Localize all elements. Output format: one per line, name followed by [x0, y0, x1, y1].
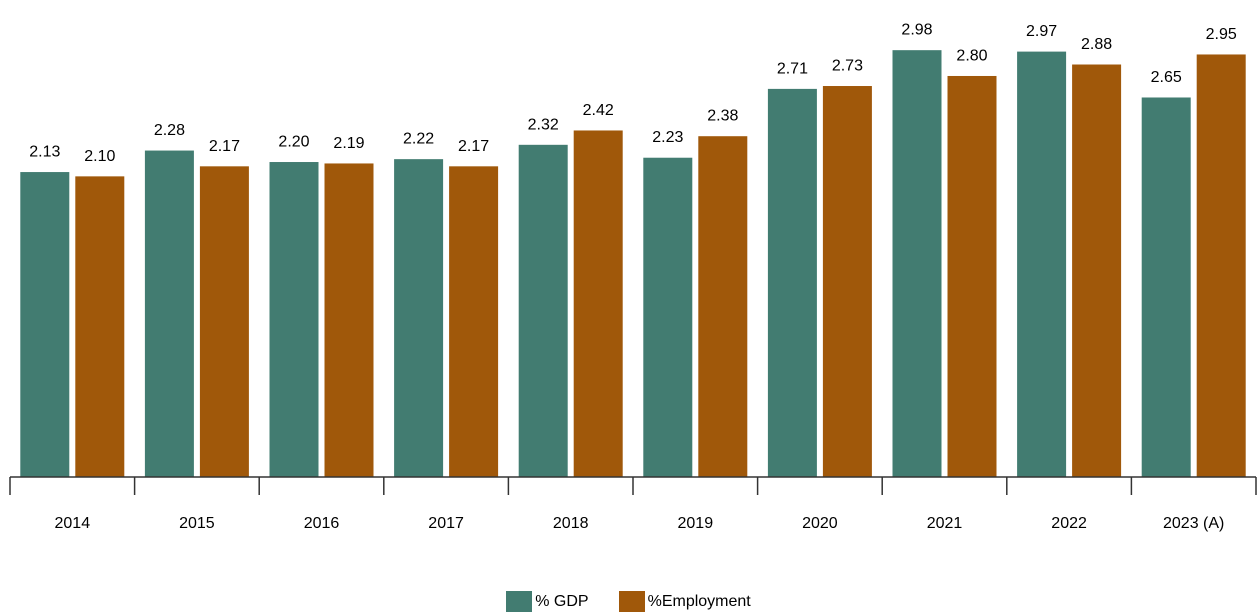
value-label: 2.20: [278, 134, 309, 151]
legend-item-employment: %Employment: [618, 591, 751, 612]
bar-gdp-2014: [19, 171, 71, 478]
legend-label-employment: %Employment: [647, 592, 751, 610]
bar-employment-2016: [323, 162, 375, 478]
x-tick-label: 2023 (A): [1163, 515, 1224, 532]
bar-gdp-2021: [891, 49, 943, 478]
value-label: 2.17: [209, 138, 240, 155]
x-tick-labels: 2014 2015 2016 2017 2018 2019 2020 2021 2022 2023…: [55, 515, 1225, 532]
bar-employment-2015: [198, 165, 250, 478]
x-tick-label: 2014: [55, 515, 91, 532]
bar-gdp-2023-A-: [1140, 96, 1192, 478]
bar-gdp-2015: [143, 149, 195, 478]
value-label: 2.10: [84, 148, 115, 165]
value-label: 2.97: [1026, 23, 1057, 40]
bar-employment-2023-A-: [1195, 53, 1247, 478]
value-label: 2.22: [403, 131, 434, 148]
value-label: 2.17: [458, 138, 489, 155]
legend-item-gdp: % GDP: [506, 591, 589, 612]
legend-swatch-gdp: [506, 591, 533, 612]
value-label: 2.19: [333, 135, 364, 152]
value-label: 2.71: [777, 60, 808, 77]
x-tick-label: 2021: [927, 515, 963, 532]
bar-employment-2017: [448, 165, 500, 478]
value-label: 2.13: [29, 144, 60, 161]
bar-gdp-2016: [268, 161, 320, 478]
value-label: 2.23: [652, 129, 683, 146]
x-tick-label: 2017: [428, 515, 464, 532]
value-label: 2.28: [154, 122, 185, 139]
bar-gdp-2022: [1016, 50, 1068, 478]
bar-employment-2022: [1071, 63, 1123, 478]
value-label: 2.65: [1151, 69, 1182, 86]
value-label: 2.73: [832, 58, 863, 75]
bar-gdp-2018: [517, 143, 569, 478]
bar-gdp-2019: [642, 156, 694, 478]
bar-employment-2021: [946, 74, 998, 478]
x-tick-label: 2018: [553, 515, 589, 532]
x-tick-label: 2022: [1051, 515, 1087, 532]
bar-gdp-2017: [393, 158, 445, 478]
bar-employment-2020: [821, 85, 873, 478]
bar-gdp-2020: [766, 87, 818, 478]
value-label: 2.32: [528, 116, 559, 133]
x-tick-label: 2019: [678, 515, 714, 532]
bar-chart: 2.13 2.10 2.28 2.17 2.20 2.19 2.22 2.17 2.32 2.42…: [9, 22, 1257, 532]
value-label: 2.42: [583, 102, 614, 119]
legend: % GDP %Employment: [0, 591, 1257, 612]
x-tick-label: 2020: [802, 515, 838, 532]
value-label: 2.80: [956, 47, 987, 64]
value-label: 2.88: [1081, 36, 1112, 53]
value-label: 2.95: [1206, 26, 1237, 43]
legend-label-gdp: % GDP: [535, 592, 589, 610]
x-tick-label: 2015: [179, 515, 215, 532]
bar-employment-2018: [572, 129, 624, 478]
legend-swatch-employment: [618, 591, 645, 612]
value-label: 2.98: [901, 22, 932, 39]
value-label: 2.38: [707, 108, 738, 125]
x-tick-label: 2016: [304, 515, 340, 532]
bar-employment-2014: [74, 175, 126, 478]
bars-layer: [19, 49, 1247, 478]
x-axis: [9, 476, 1257, 495]
value-labels-layer: 2.13 2.10 2.28 2.17 2.20 2.19 2.22 2.17 2.32 2.42…: [29, 22, 1237, 165]
bar-employment-2019: [697, 135, 749, 478]
